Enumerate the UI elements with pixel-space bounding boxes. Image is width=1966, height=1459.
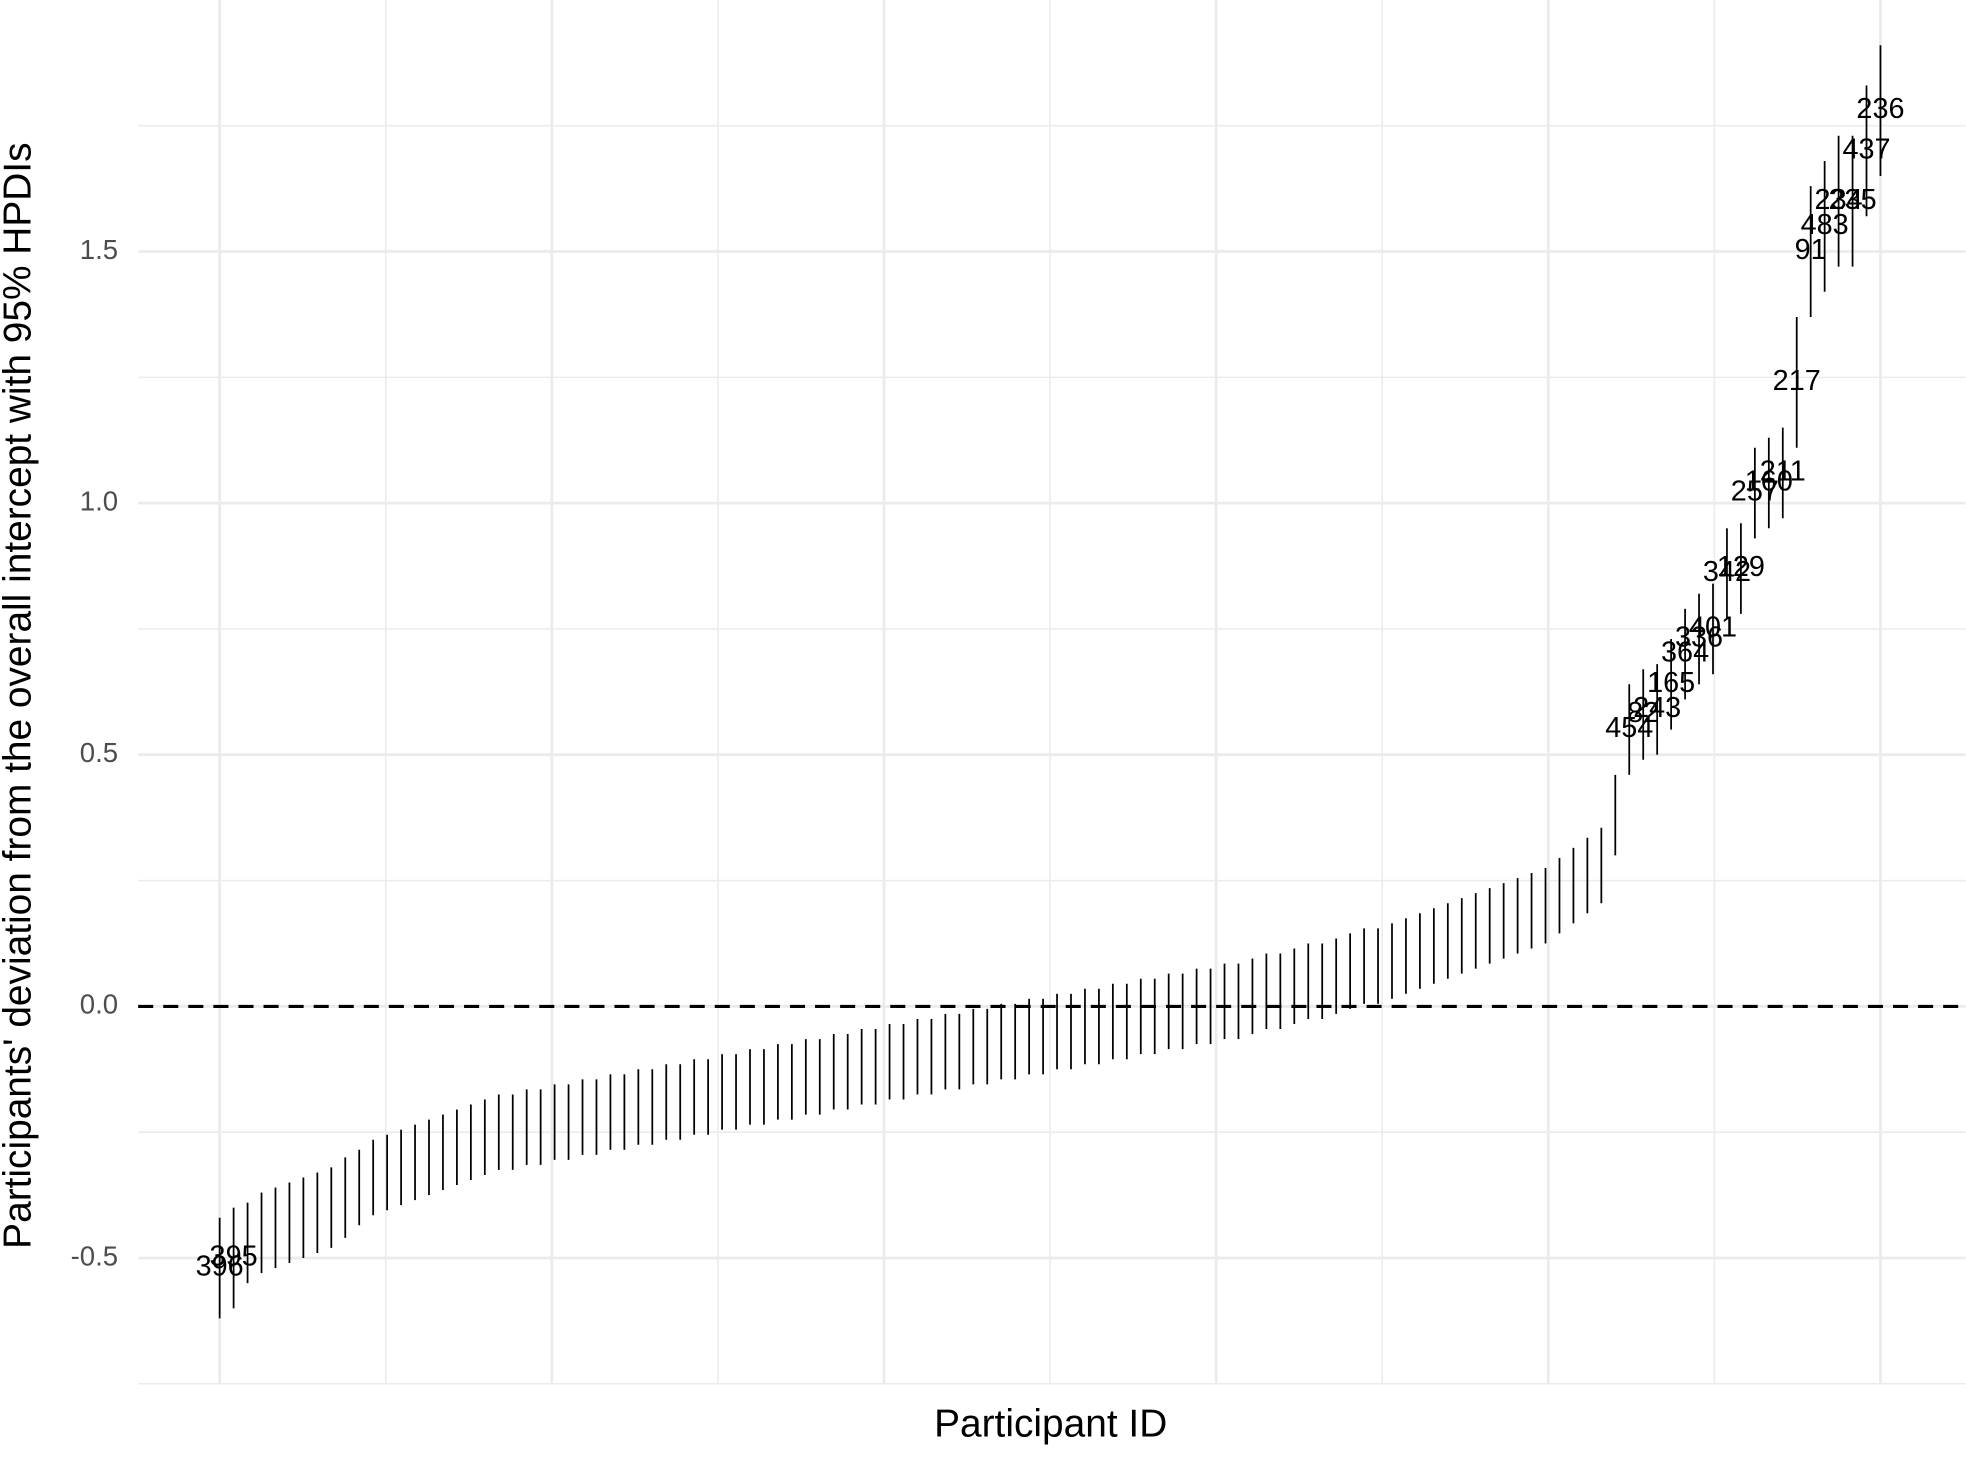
point-label: 129 <box>1717 551 1765 583</box>
point-label: 257 <box>1731 476 1779 508</box>
y-tick-label: 1.0 <box>80 485 118 516</box>
point-label: 396 <box>196 1251 244 1283</box>
point-label: 395 <box>210 1241 258 1273</box>
point-label: 364 <box>1661 637 1709 669</box>
point-label: 454 <box>1605 712 1653 744</box>
y-tick-label: -0.5 <box>71 1240 119 1271</box>
point-label: 160 <box>1745 466 1793 498</box>
point-label: 165 <box>1647 667 1695 699</box>
point-label: 437 <box>1842 133 1890 165</box>
y-tick-label: 1.5 <box>80 234 118 265</box>
point-label: 243 <box>1633 692 1681 724</box>
y-tick-label: 0.5 <box>80 737 118 768</box>
y-axis-title: Participants' deviation from the overall… <box>0 142 40 1248</box>
point-label: 236 <box>1856 93 1904 125</box>
x-axis-title: Participant ID <box>934 1403 1167 1446</box>
point-label: 235 <box>1829 184 1877 216</box>
marks: 3963954548224316536433640134212925716021… <box>138 45 1966 1319</box>
point-label: 401 <box>1689 612 1737 644</box>
point-label: 336 <box>1675 622 1723 654</box>
point-label: 82 <box>1627 697 1659 729</box>
point-label: 211 <box>1760 456 1806 488</box>
point-label: 342 <box>1703 556 1751 588</box>
point-label: 483 <box>1801 209 1849 241</box>
point-label: 91 <box>1795 234 1827 266</box>
point-label: 234 <box>1815 184 1863 216</box>
y-tick-label: 0.0 <box>80 989 118 1020</box>
point-label: 217 <box>1773 365 1821 397</box>
